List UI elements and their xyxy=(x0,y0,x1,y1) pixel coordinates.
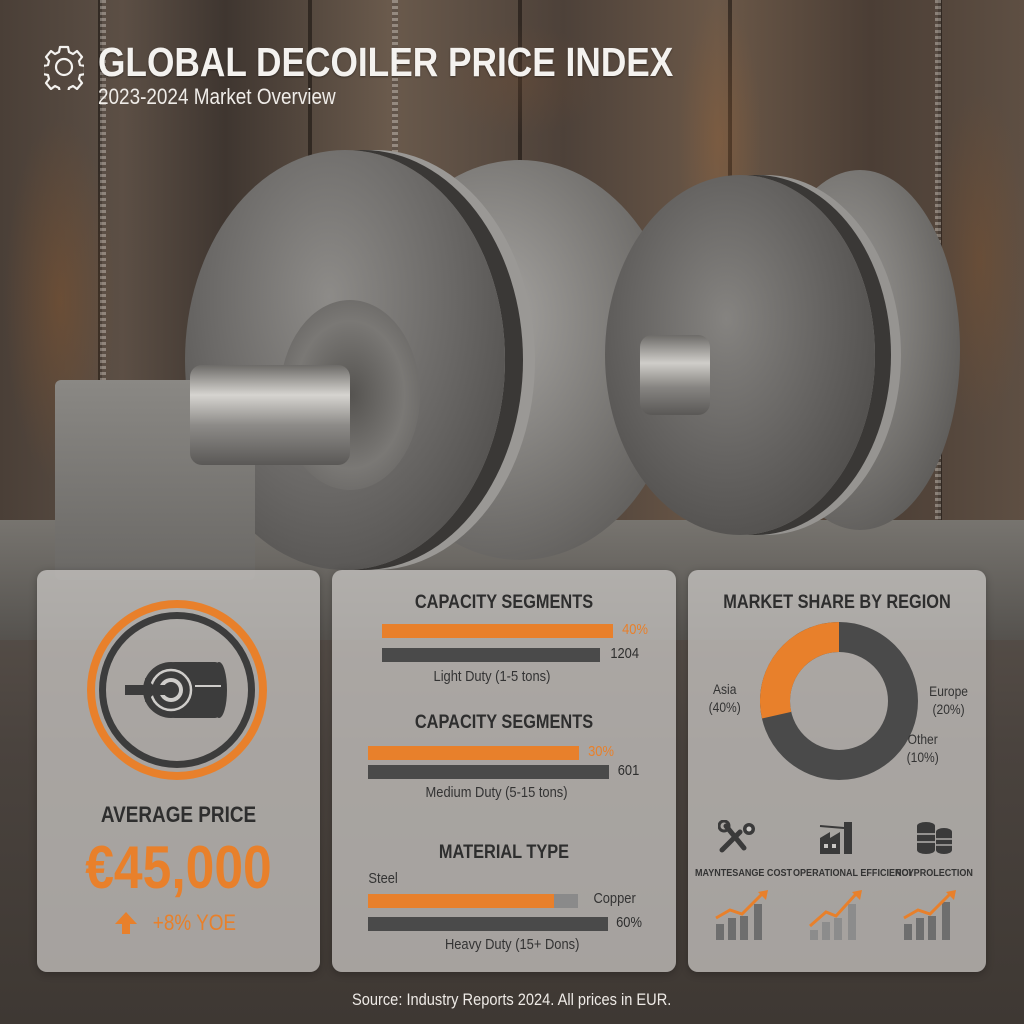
section-title-capacity-1: CAPACITY SEGMENTS xyxy=(414,592,594,613)
region-donut-chart xyxy=(760,622,918,780)
light-duty-share-value: 40% xyxy=(622,621,648,638)
medium-duty-units-value: 601 xyxy=(617,762,640,779)
decoiler-coil-icon xyxy=(125,662,227,718)
price-change: +8% YOE xyxy=(37,910,320,936)
material-steel-label: Steel xyxy=(368,870,398,887)
section-title-capacity-2: CAPACITY SEGMENTS xyxy=(414,712,594,733)
light-duty-share-bar xyxy=(382,624,613,638)
heavy-duty-units-value: 60% xyxy=(616,914,642,931)
light-duty-units-bar xyxy=(382,648,600,662)
medium-duty-units-bar xyxy=(368,765,609,779)
source-footnote: Source: Industry Reports 2024. All price… xyxy=(352,990,672,1009)
medium-duty-share-bar xyxy=(368,746,579,760)
heavy-duty-units-bar xyxy=(368,917,608,931)
trend-up-chart-icon xyxy=(903,890,956,940)
wrench-gear-icon xyxy=(717,819,755,853)
steel-share-bar xyxy=(368,894,554,908)
factory-icon xyxy=(819,822,852,854)
market-share-card: MARKET SHARE BY REGION Asia (40%) Europe(… xyxy=(688,570,986,972)
light-duty-units-value: 1204 xyxy=(610,645,640,662)
trend-up-chart-icon xyxy=(715,890,768,940)
metric-maintenance-cost: MAYNTESANGE COST xyxy=(688,819,792,879)
heavy-duty-caption: Heavy Duty (15+ Dons) xyxy=(444,936,580,953)
average-price-value: €45,000 xyxy=(85,834,272,901)
metric-operational-efficiency: OPERATIONAL EFFICIENCY xyxy=(786,820,914,879)
metric-roi-projection: ROI PROLECTION xyxy=(884,820,984,879)
trend-up-chart-icon xyxy=(809,890,862,940)
capacity-segments-card: CAPACITY SEGMENTS 40% 1204 Light Duty (1… xyxy=(332,570,676,972)
arrow-up-icon xyxy=(115,912,138,934)
region-label-asia: Asia (40%) xyxy=(708,681,741,715)
decoiler-icon-ring xyxy=(87,600,267,780)
light-duty-caption: Light Duty (1-5 tons) xyxy=(433,668,551,685)
region-label-other: Other (10%) xyxy=(906,731,939,765)
region-label-europe: Europe (20%) xyxy=(929,683,968,717)
medium-duty-share-value: 30% xyxy=(588,743,614,760)
header: GLOBAL DECOILER PRICE INDEX 2023-2024 Ma… xyxy=(44,40,767,110)
page-subtitle: 2023-2024 Market Overview xyxy=(98,84,336,109)
page-title: GLOBAL DECOILER PRICE INDEX xyxy=(98,39,674,85)
market-share-title: MARKET SHARE BY REGION xyxy=(723,592,951,613)
price-change-value: +8% YOE xyxy=(152,910,237,935)
average-price-label: AVERAGE PRICE xyxy=(100,802,257,827)
average-price-card: AVERAGE PRICE €45,000 +8% YOE xyxy=(37,570,320,972)
coin-stacks-icon xyxy=(917,822,952,854)
gear-icon xyxy=(44,45,84,90)
copper-share-bar xyxy=(554,894,578,908)
section-title-material: MATERIAL TYPE xyxy=(438,842,570,863)
medium-duty-caption: Medium Duty (5-15 tons) xyxy=(425,784,568,801)
material-copper-label: Copper xyxy=(593,890,636,907)
